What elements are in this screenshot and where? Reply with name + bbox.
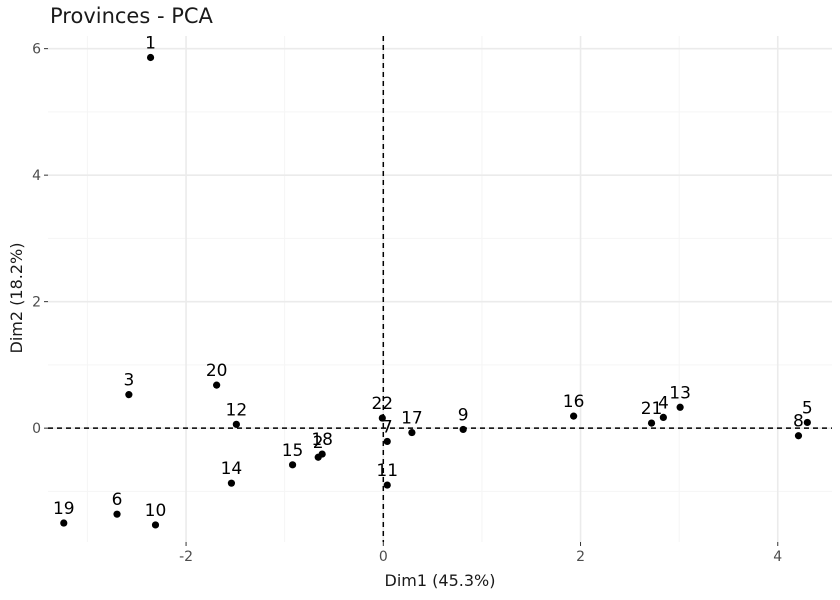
point-label-18: 18 bbox=[311, 430, 333, 450]
y-tick-label: 6 bbox=[32, 42, 41, 58]
point-label-4: 4 bbox=[658, 393, 669, 413]
data-point-16 bbox=[570, 412, 578, 420]
point-label-5: 5 bbox=[802, 398, 813, 418]
y-tick-label: 2 bbox=[32, 295, 41, 311]
data-point-14 bbox=[227, 479, 236, 487]
data-point-7 bbox=[383, 437, 391, 446]
point-label-17: 17 bbox=[401, 409, 423, 429]
chart-title: Provinces - PCA bbox=[50, 4, 213, 28]
data-point-18 bbox=[318, 450, 326, 458]
data-point-19 bbox=[60, 519, 68, 527]
data-point-13 bbox=[676, 403, 684, 411]
point-label-9: 9 bbox=[458, 405, 469, 425]
data-point-8 bbox=[794, 432, 803, 440]
data-point-1 bbox=[146, 53, 155, 62]
point-label-20: 20 bbox=[206, 361, 228, 381]
point-label-3: 3 bbox=[123, 371, 134, 391]
point-label-15: 15 bbox=[282, 441, 304, 461]
data-point-15 bbox=[288, 461, 297, 469]
data-point-10 bbox=[151, 521, 160, 529]
y-tick-label: 4 bbox=[32, 168, 41, 184]
x-tick-label: -2 bbox=[179, 549, 193, 565]
data-point-5 bbox=[803, 418, 811, 427]
grid-lines bbox=[48, 36, 832, 542]
point-label-16: 16 bbox=[563, 392, 585, 412]
point-label-22: 22 bbox=[371, 394, 393, 414]
point-label-21: 21 bbox=[641, 399, 663, 419]
point-label-6: 6 bbox=[112, 490, 123, 510]
data-point-21 bbox=[647, 419, 656, 427]
point-label-2: 2 bbox=[313, 433, 324, 453]
point-label-14: 14 bbox=[221, 459, 243, 479]
data-point-20 bbox=[213, 381, 221, 389]
data-point-4 bbox=[659, 413, 667, 421]
data-point-12 bbox=[232, 420, 240, 428]
reference-lines bbox=[48, 36, 832, 542]
point-label-10: 10 bbox=[145, 501, 167, 521]
data-point-9 bbox=[459, 425, 467, 434]
y-tick-label: 0 bbox=[32, 421, 41, 437]
point-label-11: 11 bbox=[376, 461, 398, 481]
point-label-19: 19 bbox=[53, 499, 75, 519]
data-point-17 bbox=[408, 428, 416, 437]
y-axis-title: Dim2 (18.2%) bbox=[7, 243, 26, 354]
point-label-7: 7 bbox=[382, 417, 393, 437]
point-label-12: 12 bbox=[226, 400, 248, 420]
data-point-3 bbox=[125, 391, 133, 399]
x-tick-label: 2 bbox=[576, 549, 585, 565]
x-tick-label: 4 bbox=[773, 549, 782, 565]
point-label-13: 13 bbox=[669, 383, 691, 403]
data-point-6 bbox=[113, 510, 121, 518]
data-point-11 bbox=[383, 481, 391, 489]
x-axis-title: Dim1 (45.3%) bbox=[385, 571, 496, 590]
data-point-22 bbox=[378, 414, 386, 422]
axis-ticks: -2 0 2 4 0 2 4 6 bbox=[32, 42, 782, 565]
point-label-8: 8 bbox=[793, 412, 804, 432]
x-tick-label: 0 bbox=[379, 549, 388, 565]
data-points bbox=[60, 53, 811, 529]
point-label-1: 1 bbox=[145, 34, 156, 54]
